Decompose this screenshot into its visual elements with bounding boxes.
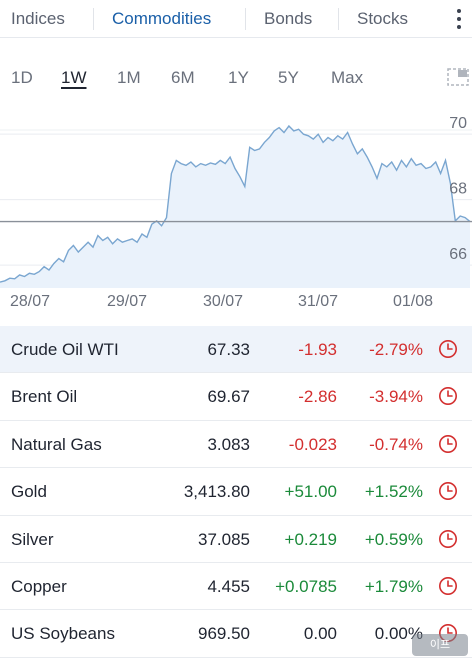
tab-bonds[interactable]: Bonds <box>264 9 313 28</box>
price-change: +51.00 <box>284 482 337 502</box>
tab-divider <box>245 8 246 30</box>
clock-icon <box>439 387 457 406</box>
commodity-name: US Soybeans <box>11 624 115 644</box>
watermark-badge: 이프 <box>412 634 468 656</box>
price-change: 0.00 <box>303 624 337 644</box>
x-tick-label: 31/07 <box>298 293 338 310</box>
x-tick-label: 01/08 <box>393 293 433 310</box>
clock-icon <box>439 529 457 548</box>
market-tabs: Indices Commodities Bonds Stocks <box>0 0 472 38</box>
commodities-table: Crude Oil WTI 67.33 -1.93 -2.79% Brent Oil 69… <box>0 326 472 658</box>
table-row[interactable]: Copper 4.455 +0.0785 +1.79% <box>0 563 472 611</box>
y-tick-label: 68 <box>449 181 467 198</box>
price-chart[interactable]: 66 68 70 28/07 29/07 30/07 31/07 01/08 <box>0 100 472 325</box>
last-price: 969.50 <box>198 624 250 644</box>
y-tick-label: 70 <box>449 115 467 132</box>
period-1w[interactable]: 1W <box>61 68 87 87</box>
period-1y[interactable]: 1Y <box>228 68 249 87</box>
last-price: 67.33 <box>207 340 250 359</box>
x-tick-label: 30/07 <box>203 293 243 310</box>
table-row[interactable]: US Soybeans 969.50 0.00 0.00% <box>0 610 472 658</box>
period-1d[interactable]: 1D <box>11 68 33 87</box>
percent-change: -2.79% <box>369 340 423 359</box>
clock-icon <box>439 434 457 453</box>
last-price: 4.455 <box>207 576 250 596</box>
commodity-name: Crude Oil WTI <box>11 340 119 359</box>
tab-divider <box>93 8 94 30</box>
commodity-name: Silver <box>11 529 54 549</box>
price-change: -2.86 <box>298 387 337 407</box>
tab-stocks[interactable]: Stocks <box>357 9 409 28</box>
table-row[interactable]: Silver 37.085 +0.219 +0.59% <box>0 516 472 563</box>
tab-commodities[interactable]: Commodities <box>112 9 212 28</box>
chart-area <box>0 126 470 288</box>
period-1m[interactable]: 1M <box>117 68 141 87</box>
last-price: 3,413.80 <box>183 482 250 502</box>
commodity-name: Copper <box>11 576 67 596</box>
fullscreen-icon[interactable] <box>447 68 469 86</box>
last-price: 3.083 <box>207 434 250 454</box>
more-vertical-icon[interactable] <box>456 9 462 29</box>
percent-change: -3.94% <box>369 387 423 407</box>
last-price: 69.67 <box>207 387 250 407</box>
percent-change: -0.74% <box>369 434 423 454</box>
percent-change: +0.59% <box>364 529 423 549</box>
period-5y[interactable]: 5Y <box>278 68 299 87</box>
percent-change: 0.00% <box>374 624 423 644</box>
commodity-name: Brent Oil <box>11 387 78 407</box>
percent-change: +1.52% <box>364 482 423 502</box>
period-max[interactable]: Max <box>331 68 364 87</box>
percent-change: +1.79% <box>364 576 423 596</box>
last-price: 37.085 <box>198 529 250 549</box>
price-chart-svg: 66 68 70 28/07 29/07 30/07 31/07 01/08 <box>0 115 472 310</box>
period-selector: 1D 1W 1M 6M 1Y 5Y Max <box>0 56 472 96</box>
x-tick-label: 28/07 <box>10 293 50 310</box>
commodity-name: Gold <box>11 482 47 502</box>
price-change: +0.219 <box>284 529 337 549</box>
table-row[interactable]: Natural Gas 3.083 -0.023 -0.74% <box>0 421 472 469</box>
table-row[interactable]: Brent Oil 69.67 -2.86 -3.94% <box>0 373 472 421</box>
clock-icon <box>439 340 457 358</box>
price-line <box>0 124 471 283</box>
price-change: -1.93 <box>298 340 337 359</box>
price-change: +0.0785 <box>275 576 337 596</box>
clock-icon <box>439 576 457 595</box>
y-tick-label: 66 <box>449 246 467 263</box>
clock-icon <box>439 482 457 501</box>
table-row[interactable]: Crude Oil WTI 67.33 -1.93 -2.79% <box>0 326 472 374</box>
commodity-name: Natural Gas <box>11 434 102 454</box>
period-6m[interactable]: 6M <box>171 68 195 87</box>
table-row[interactable]: Gold 3,413.80 +51.00 +1.52% <box>0 468 472 516</box>
tab-indices[interactable]: Indices <box>11 9 65 28</box>
price-change: -0.023 <box>288 434 337 454</box>
x-tick-label: 29/07 <box>107 293 147 310</box>
tab-divider <box>338 8 339 30</box>
